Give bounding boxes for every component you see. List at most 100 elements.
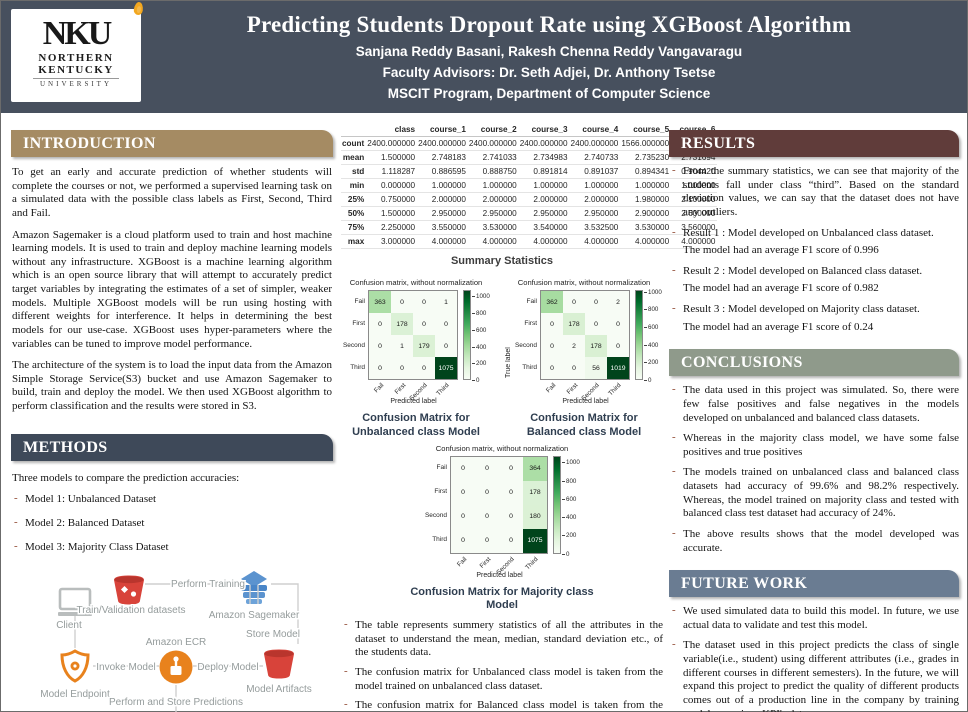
- table-cell: 2.950000: [518, 206, 570, 221]
- table-cell: 1.500000: [366, 206, 418, 221]
- table-row-index: 50%: [341, 206, 367, 221]
- table-cell: 2.000000: [569, 192, 621, 207]
- matrix-cell: 1075: [435, 357, 457, 379]
- matrix-cell: 0: [499, 528, 523, 553]
- table-cell: 2.000000: [417, 192, 468, 207]
- poster-title: Predicting Students Dropout Rate using X…: [246, 12, 852, 37]
- matrix-cell: 2: [563, 335, 585, 357]
- matrix-cell: 1: [391, 335, 413, 357]
- table-row: 75% 2.250000 3.550000 3.530000 3.540000 3.532…: [341, 220, 718, 235]
- edge-label-perform-training: Perform Training: [171, 579, 245, 590]
- x-tick-label: Fail: [544, 382, 557, 395]
- list-item: Result 3 : Model developed on Majority c…: [669, 302, 959, 334]
- colorbar-tick: 800: [472, 310, 486, 317]
- list-item: The table represents summery statistics …: [341, 618, 663, 660]
- table-column-header: course_4: [569, 123, 621, 137]
- y-tick-label: Third: [350, 363, 365, 371]
- table-row-index: max: [341, 234, 367, 249]
- colorbar-tick: 1000: [472, 293, 490, 300]
- matrix-cell: 0: [563, 291, 585, 313]
- table-cell: 4.000000: [518, 234, 570, 249]
- table-row: count 2400.000000 2400.000000 2400.000000 24…: [341, 136, 718, 151]
- table-cell: 1.500000: [366, 150, 418, 165]
- colorbar-tick: 0: [562, 551, 569, 558]
- matrix-cell: 0: [541, 357, 563, 379]
- table-cell: 2400.000000: [518, 136, 570, 151]
- y-tick-label: Fail: [526, 297, 537, 305]
- list-item: We used simulated data to build this mod…: [669, 604, 959, 632]
- sagemaker-icon: [241, 571, 267, 605]
- client-icon: [58, 587, 92, 617]
- matrix-cell: 0: [475, 480, 499, 505]
- table-cell: 1.000000: [417, 178, 468, 193]
- table-row: 50% 1.500000 2.950000 2.950000 2.950000 2.950…: [341, 206, 718, 221]
- table-cell: 2.950000: [467, 206, 519, 221]
- matrix-cell: 0: [435, 335, 457, 357]
- matrix-cell: 0: [369, 335, 391, 357]
- table-row-index: 25%: [341, 192, 367, 207]
- table-row: min 0.000000 1.000000 1.000000 1.000000 1.000…: [341, 178, 718, 193]
- table-cell: 2.000000: [467, 192, 519, 207]
- matrix-cell: 0: [413, 291, 435, 313]
- edge-label-store-model: Store Model: [246, 629, 300, 640]
- table-cell: 3.532500: [569, 220, 621, 235]
- figure-notes-list: The table represents summery statistics …: [341, 618, 663, 712]
- matrix-cell: 0: [499, 456, 523, 481]
- table-cell: 3.540000: [518, 220, 570, 235]
- x-tick-label: Second: [408, 382, 429, 403]
- edge-label-invoke-model: Invoke Model: [96, 662, 155, 673]
- matrix-cell: 0: [451, 504, 475, 529]
- x-axis-label: Predicted label: [562, 398, 609, 405]
- matrix-caption: Confusion Matrix for Unbalanced class Mo…: [352, 412, 480, 438]
- matrix-cell: 178: [563, 313, 585, 335]
- y-tick-label: First: [434, 488, 447, 495]
- results-list: From the summary statistics, we can see …: [669, 164, 959, 334]
- table-row-index: 75%: [341, 220, 367, 235]
- x-tick-label: Third: [607, 382, 623, 398]
- colorbar-tick: 0: [644, 377, 651, 384]
- left-column: INTRODUCTION To get an early and accurat…: [11, 121, 333, 712]
- table-cell: 0.888750: [467, 164, 519, 179]
- matrix-cell: 1: [435, 291, 457, 313]
- matrix-cell: 1019: [607, 357, 629, 379]
- y-tick-label: Second: [514, 341, 537, 349]
- node-label-sagemaker: Amazon Sagemaker: [209, 610, 300, 621]
- nku-logo: NKU NORTHERN KENTUCKY UNIVERSITY: [11, 1, 144, 102]
- list-item: Whereas in the majority class model, we …: [669, 431, 959, 459]
- table-cell: 1.000000: [569, 178, 621, 193]
- table-cell: 1.000000: [620, 178, 672, 193]
- table-cell: 1.000000: [467, 178, 519, 193]
- matrix-cell: 0: [391, 357, 413, 379]
- list-item: The confusion matrix for Balanced class …: [341, 698, 663, 712]
- nku-logo-line3: UNIVERSITY: [33, 78, 119, 90]
- colorbar: [553, 455, 561, 554]
- y-tick-label: First: [524, 319, 537, 327]
- methods-list: Model 1: Unbalanced Dataset Model 2: Bala…: [11, 492, 333, 555]
- node-label-artifacts: Model Artifacts: [246, 684, 312, 695]
- summary-table-caption: Summary Statistics: [450, 255, 554, 267]
- list-item: Model 3: Majority Class Dataset: [11, 540, 333, 555]
- table-row: mean 1.500000 2.748183 2.741033 2.734983 2.74…: [341, 150, 718, 165]
- table-cell: 0.894341: [620, 164, 672, 179]
- table-column-header: course_1: [417, 123, 468, 137]
- matrix-cell: 56: [585, 357, 607, 379]
- matrix-cell: 364: [523, 456, 547, 481]
- matrix-cell: 0: [563, 357, 585, 379]
- right-column: RESULTS From the summary statistics, we …: [669, 121, 959, 712]
- table-row: max 3.000000 4.000000 4.000000 4.000000 4.000…: [341, 234, 718, 249]
- table-row-index: min: [341, 178, 367, 193]
- table-cell: 0.891814: [518, 164, 570, 179]
- matrix-cell: 0: [451, 480, 475, 505]
- authors-line: Sanjana Reddy Basani, Rakesh Chenna Redd…: [355, 44, 743, 59]
- matrix-cell: 0: [369, 357, 391, 379]
- list-item: From the summary statistics, we can see …: [669, 164, 959, 220]
- x-tick-label: First: [478, 555, 492, 570]
- future-work-heading: FUTURE WORK: [669, 570, 959, 598]
- colorbar-tick: 200: [562, 532, 576, 539]
- table-cell: 1.118287: [366, 164, 418, 179]
- s3-bucket-icon: [114, 575, 144, 605]
- table-row-index: mean: [341, 150, 367, 165]
- colorbar-tick: 0: [472, 377, 479, 384]
- advisors-line: Faculty Advisors: Dr. Seth Adjei, Dr. An…: [382, 65, 716, 80]
- colorbar-tick: 1000: [562, 459, 580, 466]
